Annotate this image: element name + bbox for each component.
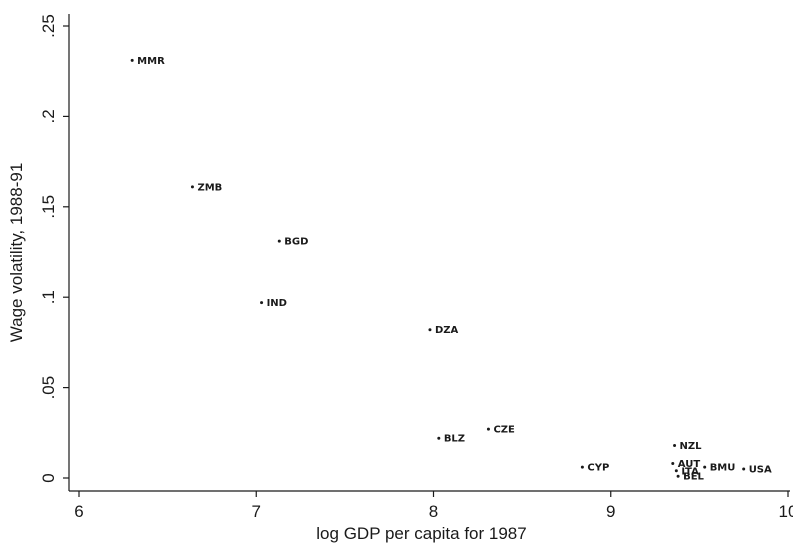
point-label: MMR bbox=[137, 56, 165, 67]
data-point-nzl: NZL bbox=[673, 441, 702, 452]
point-label: CYP bbox=[587, 463, 609, 474]
point-label: BLZ bbox=[444, 434, 465, 445]
point-label: USA bbox=[749, 464, 772, 475]
x-tick-label: 6 bbox=[74, 502, 83, 521]
data-point-cyp: CYP bbox=[580, 463, 609, 474]
point-marker bbox=[742, 467, 746, 471]
point-label: BMU bbox=[710, 463, 736, 474]
point-label: BGD bbox=[284, 237, 308, 248]
y-tick-label: .05 bbox=[39, 376, 58, 400]
data-point-bel: BEL bbox=[676, 472, 705, 483]
x-tick-label: 9 bbox=[606, 502, 615, 521]
point-marker bbox=[703, 465, 707, 469]
y-tick-label: .1 bbox=[39, 290, 58, 304]
data-point-aut: AUT bbox=[671, 459, 700, 470]
point-label: CZE bbox=[493, 425, 515, 436]
data-point-cze: CZE bbox=[486, 425, 515, 436]
point-label: DZA bbox=[435, 325, 459, 336]
point-marker bbox=[260, 301, 264, 305]
point-marker bbox=[486, 427, 490, 431]
point-marker bbox=[674, 469, 678, 473]
point-label: IND bbox=[267, 298, 287, 309]
y-tick-label: .25 bbox=[39, 14, 58, 38]
y-axis-title: Wage volatility, 1988-91 bbox=[7, 163, 26, 343]
point-marker bbox=[580, 465, 584, 469]
x-tick-label: 10 bbox=[779, 502, 793, 521]
data-point-usa: USA bbox=[742, 464, 772, 475]
data-point-ind: IND bbox=[260, 298, 287, 309]
point-marker bbox=[428, 328, 432, 332]
point-marker bbox=[673, 443, 677, 447]
point-label: ZMB bbox=[197, 182, 222, 193]
x-tick-label: 7 bbox=[252, 502, 261, 521]
point-marker bbox=[190, 185, 194, 189]
point-marker bbox=[130, 58, 134, 62]
data-point-bmu: BMU bbox=[703, 463, 735, 474]
x-axis-title: log GDP per capita for 1987 bbox=[316, 524, 526, 543]
point-label: ITA bbox=[681, 466, 699, 477]
x-ticks: 6 7 8 9 10 bbox=[74, 491, 793, 521]
point-marker bbox=[671, 462, 675, 466]
point-marker bbox=[277, 239, 281, 243]
data-point-bgd: BGD bbox=[277, 237, 308, 248]
axes: 0 .05 .1 .15 .2 .25 6 7 8 9 10 bbox=[39, 14, 793, 521]
data-point-zmb: ZMB bbox=[190, 182, 222, 193]
point-marker bbox=[676, 474, 680, 478]
point-label: AUT bbox=[678, 459, 701, 470]
y-tick-label: .2 bbox=[39, 109, 58, 123]
data-point-blz: BLZ bbox=[437, 434, 465, 445]
x-tick-label: 8 bbox=[429, 502, 438, 521]
data-point-ita: ITA bbox=[674, 466, 699, 477]
point-marker bbox=[437, 436, 441, 440]
point-label: NZL bbox=[680, 441, 703, 452]
y-tick-label: 0 bbox=[39, 473, 58, 482]
data-point-dza: DZA bbox=[428, 325, 459, 336]
y-tick-label: .15 bbox=[39, 195, 58, 219]
data-point-mmr: MMR bbox=[130, 56, 165, 67]
y-ticks: 0 .05 .1 .15 .2 .25 bbox=[39, 14, 69, 483]
point-label: BEL bbox=[683, 472, 704, 483]
